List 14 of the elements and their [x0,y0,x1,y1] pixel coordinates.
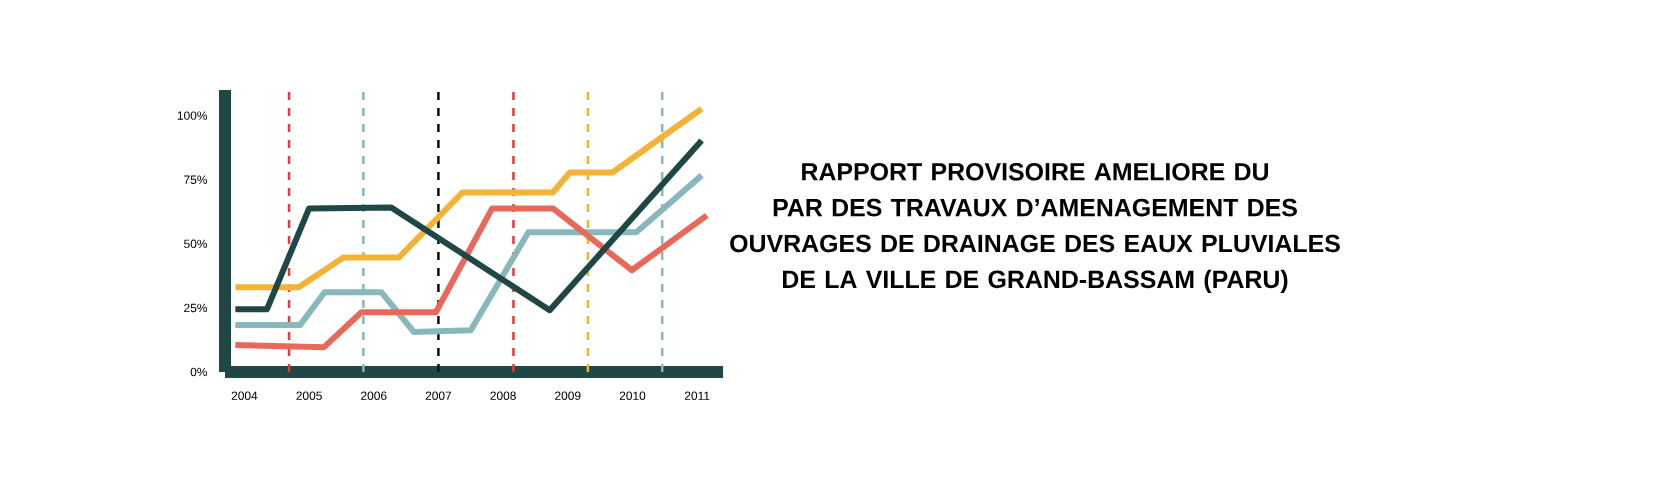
text: RAPPORT PROVISOIRE AMELIORE DU PAR DES TRAVAUX D’AMENAGEMENT DES OUVRAGES DE DRAINAGE DES EAUX PLUVIALES DE LA VILLE DE GRAND-BASSAM (PARU) [730,162,1340,294]
x-tick-label: 2009 [555,391,581,400]
y-tick-label: 25% [184,303,208,313]
x-tick-label: 2007 [425,391,452,400]
x-tick-label: 2006 [361,391,387,400]
x-tick-label: 2010 [619,391,646,400]
x-tick-label: 2008 [490,391,516,400]
x-tick-label: 2011 [684,391,710,400]
y-tick-label: 75% [184,175,208,184]
y-tick-label: 0% [190,367,208,377]
y-tick-label: 100% [177,111,208,120]
y-tick-label: 50% [184,239,208,249]
x-tick-label: 2005 [296,391,322,400]
x-tick-label: 2004 [231,391,258,400]
